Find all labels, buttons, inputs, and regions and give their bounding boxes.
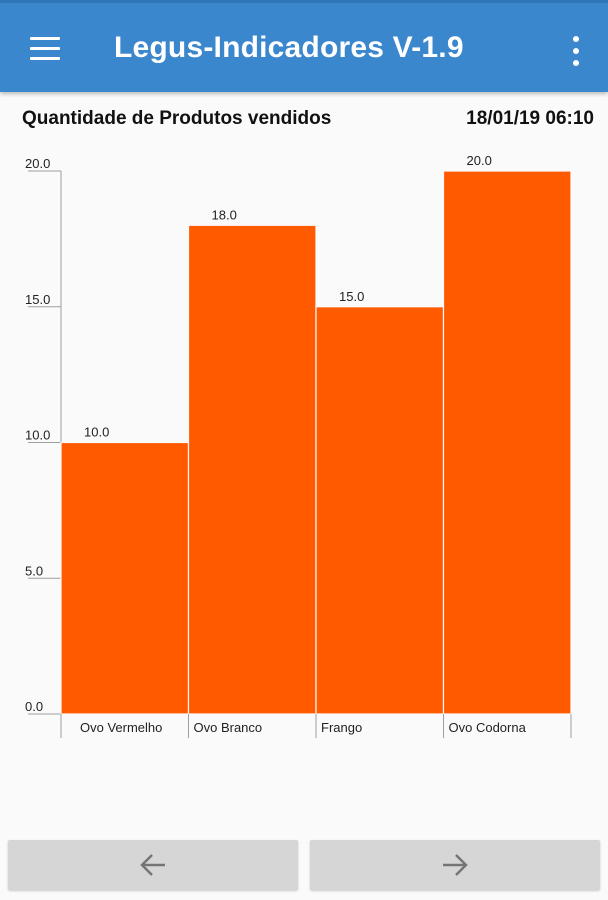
- bar-chart-svg: 0.0 5.0 10.0 15.0 20.0 10.0 18.0 15.0 20.0 Ovo Ve…: [25, 153, 572, 738]
- x-tick-label: Ovo Vermelho: [80, 720, 162, 735]
- y-tick-label: 20.0: [25, 156, 50, 171]
- bar-value-label: 15.0: [339, 289, 364, 304]
- x-tick-label: Frango: [321, 720, 362, 735]
- y-tick-label: 15.0: [25, 292, 50, 307]
- y-tick-label: 10.0: [25, 428, 50, 443]
- app-title: Legus-Indicadores V-1.9: [114, 31, 464, 64]
- bar-value-label: 10.0: [84, 425, 109, 440]
- previous-button[interactable]: [8, 840, 298, 890]
- bar: [315, 306, 445, 715]
- y-tick-label: 5.0: [25, 563, 43, 578]
- bar: [187, 224, 317, 715]
- x-tick-label: Ovo Branco: [194, 720, 263, 735]
- app-bar: Legus-Indicadores V-1.9: [0, 0, 608, 92]
- bar: [60, 441, 190, 715]
- y-tick-label: 0.0: [25, 699, 43, 714]
- bar-value-label: 18.0: [212, 207, 237, 222]
- chart-header: Quantidade de Produtos vendidos 18/01/19…: [22, 108, 594, 136]
- chart-title: Quantidade de Produtos vendidos: [22, 108, 332, 129]
- arrow-left-icon: [140, 854, 165, 876]
- arrow-right-icon: [443, 854, 468, 876]
- more-vert-icon[interactable]: [564, 33, 588, 69]
- bar-chart: 0.0 5.0 10.0 15.0 20.0 10.0 18.0 15.0 20.0 Ovo Ve…: [0, 140, 608, 760]
- next-button[interactable]: [310, 840, 600, 890]
- bar: [442, 170, 572, 715]
- x-tick-label: Ovo Codorna: [449, 720, 527, 735]
- navigation-bar: [0, 838, 608, 900]
- bar-value-label: 20.0: [467, 153, 492, 168]
- hamburger-menu-icon[interactable]: [22, 29, 66, 69]
- chart-datetime: 18/01/19 06:10: [466, 108, 594, 129]
